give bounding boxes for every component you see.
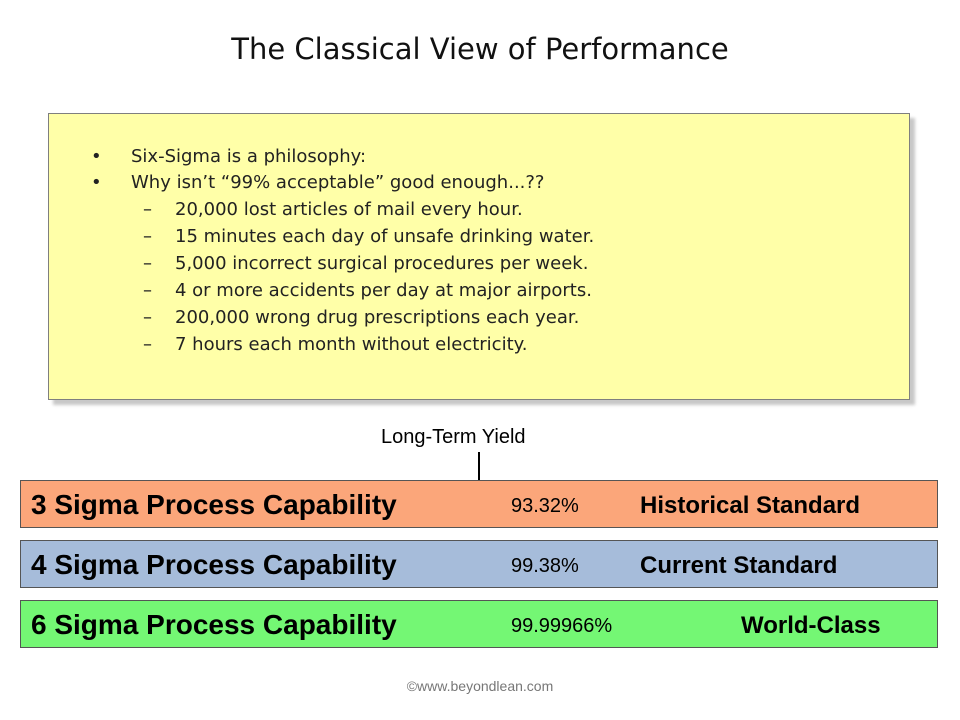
sub-bullet-text: 5,000 incorrect surgical procedures per …: [175, 253, 589, 274]
note-box: • Six-Sigma is a philosophy: • Why isn’t “…: [48, 113, 910, 400]
bullet-list: • Six-Sigma is a philosophy: • Why isn’t “…: [91, 144, 594, 358]
yield-value: 93.32%: [511, 495, 579, 517]
bullet-item: • Six-Sigma is a philosophy:: [91, 144, 594, 170]
band-3-sigma: 3 Sigma Process Capability 93.32% Histor…: [20, 480, 938, 528]
sub-bullet-item: – 20,000 lost articles of mail every hour…: [91, 196, 594, 223]
capability-label: 6 Sigma Process Capability: [31, 609, 397, 640]
bullet-marker: •: [91, 146, 102, 167]
bullet-text: Why isn’t “99% acceptable” good enough..…: [131, 172, 545, 193]
band-6-sigma: 6 Sigma Process Capability 99.99966% Wor…: [20, 600, 938, 648]
yield-value: 99.99966%: [511, 615, 613, 637]
dash-marker: –: [143, 199, 152, 220]
capability-label: 3 Sigma Process Capability: [31, 489, 397, 520]
bullet-text: Six-Sigma is a philosophy:: [131, 146, 367, 167]
dash-marker: –: [143, 334, 152, 355]
sub-bullet-item: – 4 or more accidents per day at major ai…: [91, 277, 594, 304]
sub-bullet-item: – 7 hours each month without electricity.: [91, 331, 594, 358]
sub-bullet-text: 200,000 wrong drug prescriptions each ye…: [175, 307, 580, 328]
yield-arrow-shaft: [478, 452, 480, 482]
capability-label: 4 Sigma Process Capability: [31, 549, 397, 580]
slide-title: The Classical View of Performance: [231, 32, 729, 66]
standard-label: Current Standard: [640, 552, 838, 579]
bullet-item: • Why isn’t “99% acceptable” good enough.…: [91, 170, 594, 196]
band-4-sigma: 4 Sigma Process Capability 99.38% Curren…: [20, 540, 938, 588]
yield-value: 99.38%: [511, 555, 579, 577]
sub-bullet-item: – 200,000 wrong drug prescriptions each y…: [91, 304, 594, 331]
copyright-footer: ©www.beyondlean.com: [406, 678, 554, 694]
dash-marker: –: [143, 226, 152, 247]
dash-marker: –: [143, 280, 152, 301]
dash-marker: –: [143, 307, 152, 328]
standard-label: World-Class: [741, 612, 881, 639]
sub-bullet-text: 7 hours each month without electricity.: [175, 334, 528, 355]
sub-bullet-item: – 15 minutes each day of unsafe drinking …: [91, 223, 594, 250]
sub-bullet-text: 20,000 lost articles of mail every hour.: [175, 199, 523, 220]
sub-bullet-text: 15 minutes each day of unsafe drinking w…: [175, 226, 595, 247]
bullet-marker: •: [91, 172, 102, 193]
standard-label: Historical Standard: [640, 492, 861, 519]
dash-marker: –: [143, 253, 152, 274]
sub-bullet-item: – 5,000 incorrect surgical procedures per…: [91, 250, 594, 277]
long-term-yield-label: Long-Term Yield: [381, 426, 526, 448]
sub-bullet-text: 4 or more accidents per day at major air…: [175, 280, 592, 301]
